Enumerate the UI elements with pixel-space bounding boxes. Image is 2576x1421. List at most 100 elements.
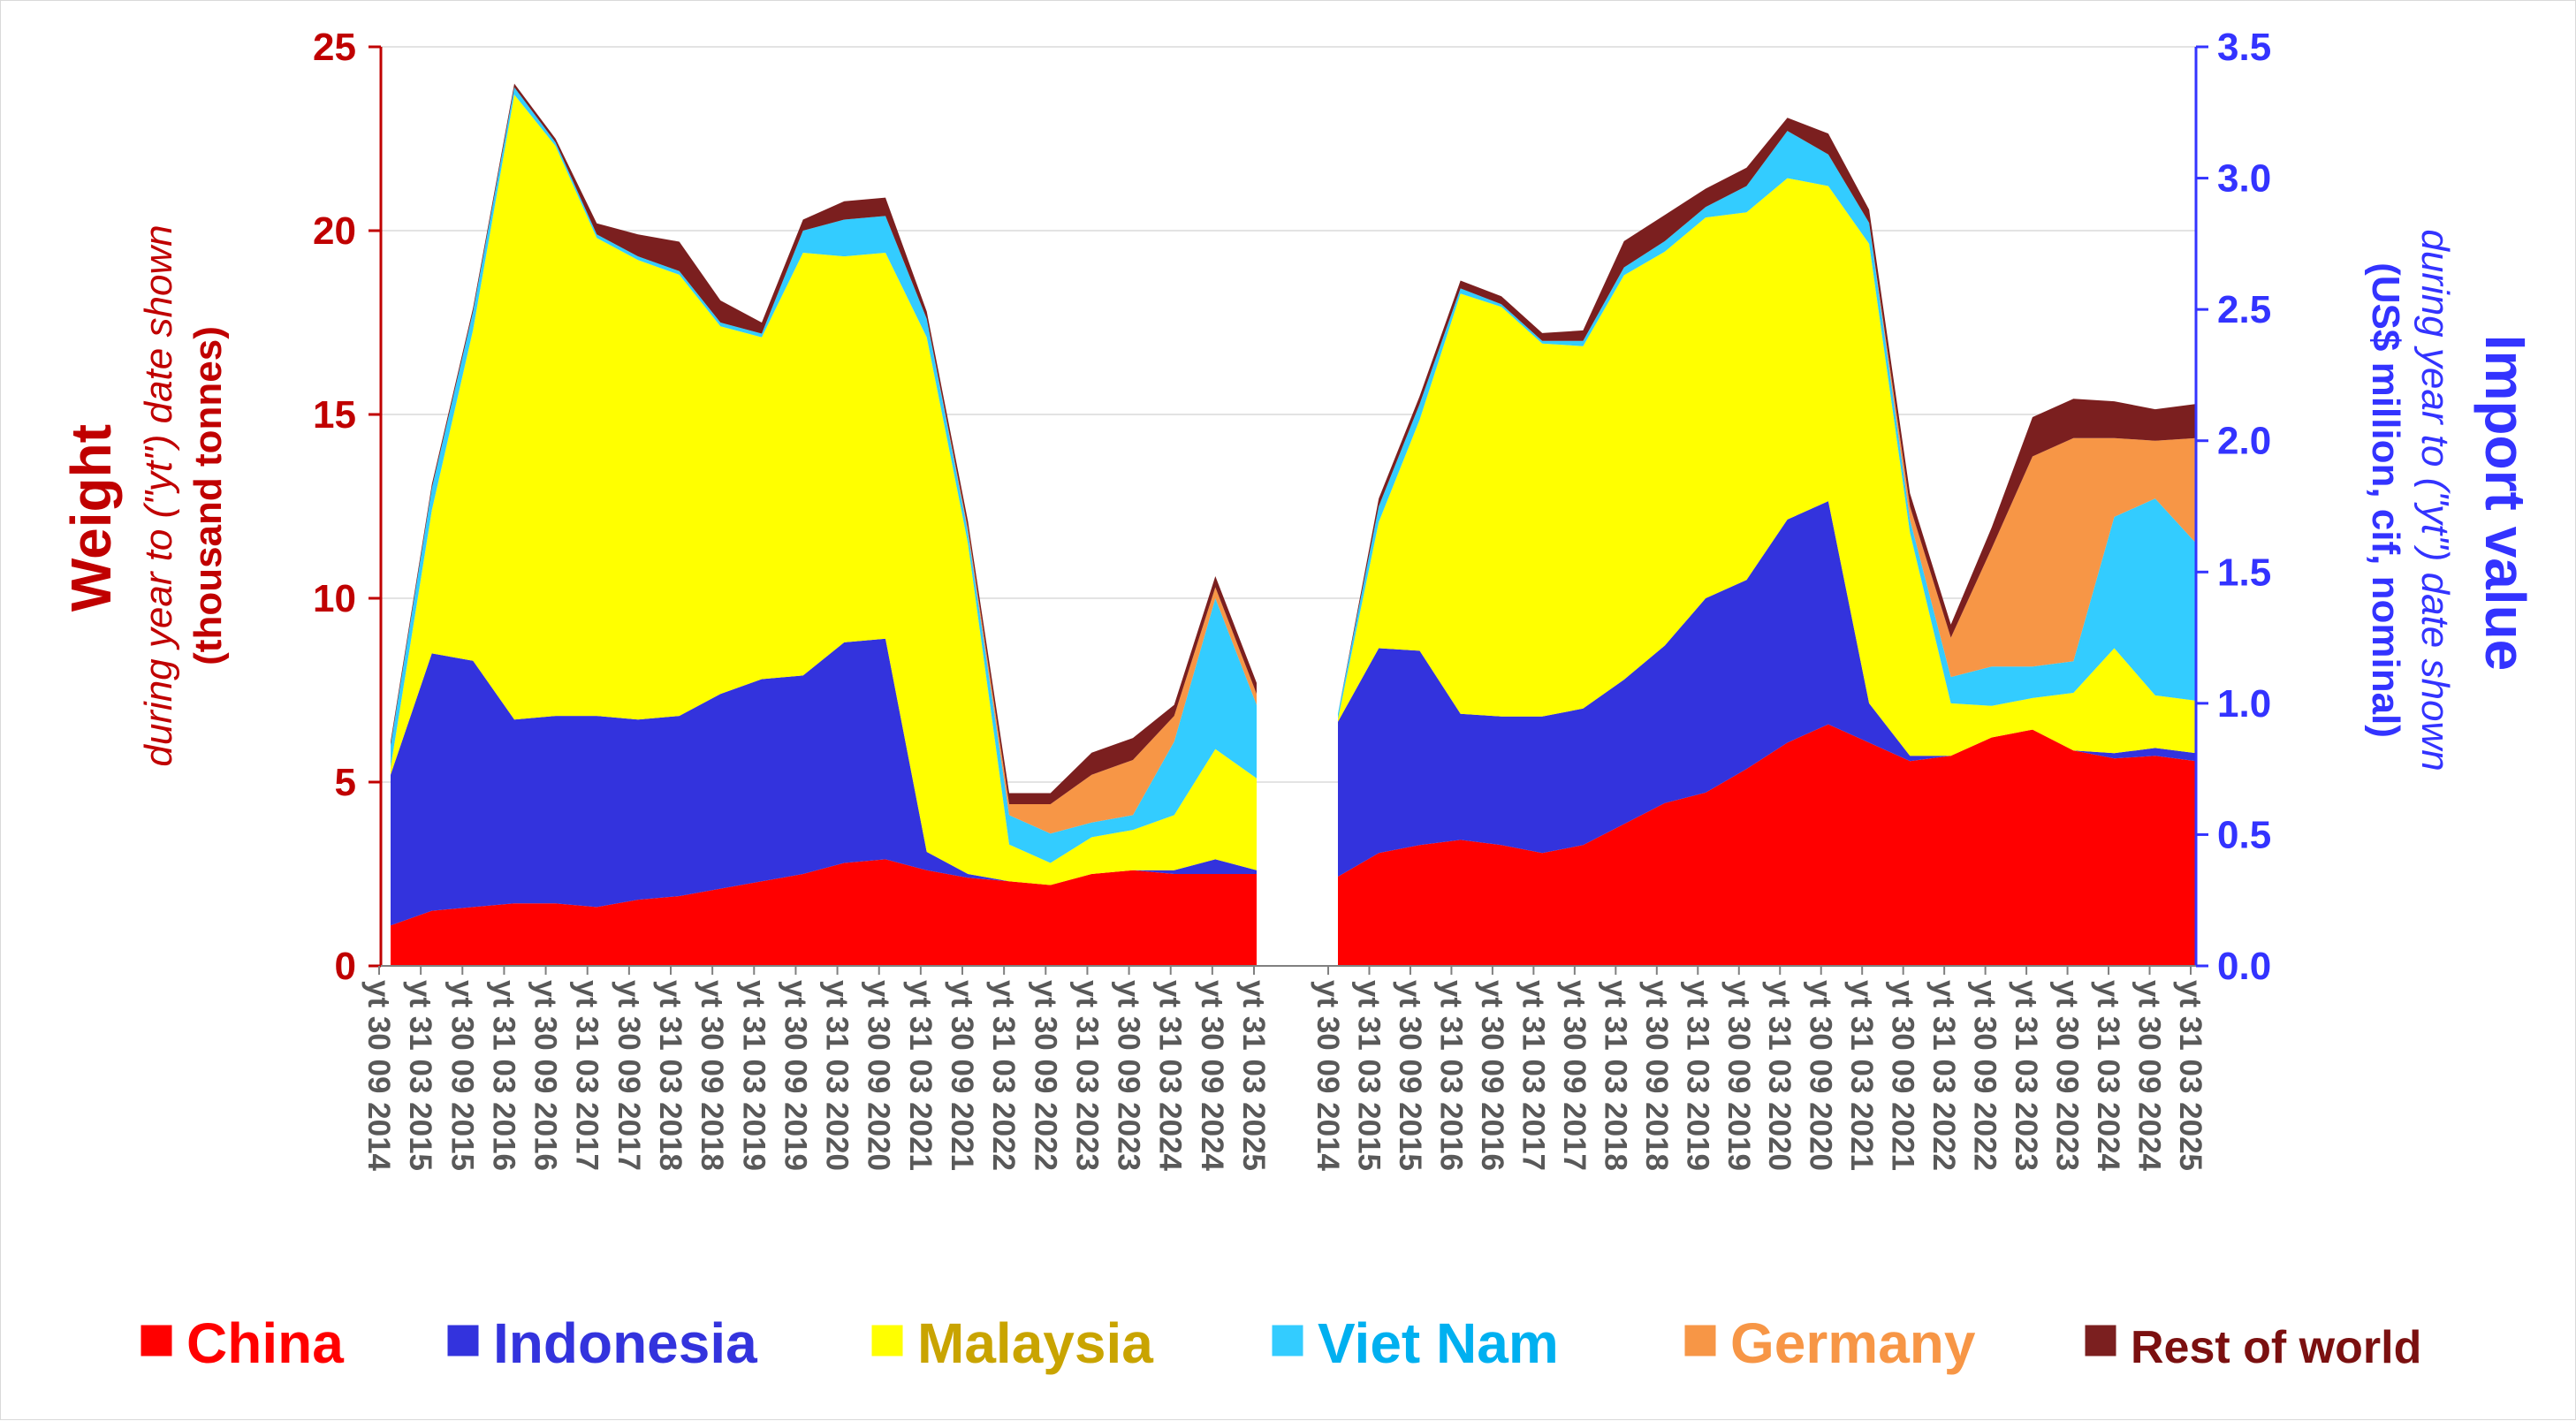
x-tick-label: yt 30 09 2017 xyxy=(1557,980,1592,1171)
x-tick-label: yt 31 03 2024 xyxy=(2091,980,2125,1172)
right-tick-label: 0.5 xyxy=(2217,813,2271,856)
left-axis-title-unit: (thousand tonnes) xyxy=(186,326,230,665)
legend-swatch-china xyxy=(140,1324,173,1357)
legend-item-viet-nam: Viet Nam xyxy=(1271,1311,1559,1375)
legend-item-rest-of-world: Rest of world xyxy=(2084,1322,2421,1373)
x-tick-label: yt 31 03 2015 xyxy=(403,980,437,1171)
x-tick-label: yt 31 03 2019 xyxy=(736,980,771,1171)
stacked-areas xyxy=(391,83,2196,966)
x-tick-label: yt 30 09 2018 xyxy=(1639,980,1674,1171)
x-tick-label: yt 30 09 2014 xyxy=(1311,980,1345,1172)
x-tick-label: yt 30 09 2014 xyxy=(361,980,396,1172)
left-axis-ticks: 0 5 10 15 20 25 xyxy=(313,26,381,988)
legend-item-china: China xyxy=(140,1311,344,1375)
x-tick-label: yt 30 09 2021 xyxy=(945,980,979,1171)
legend-label-china: China xyxy=(186,1311,344,1375)
x-tick-label: yt 31 03 2021 xyxy=(1844,980,1879,1171)
x-tick-label: yt 31 03 2019 xyxy=(1680,980,1714,1171)
x-tick-label: yt 30 09 2016 xyxy=(1475,980,1509,1171)
x-tick-label: yt 31 03 2018 xyxy=(1598,980,1632,1171)
x-tick-label: yt 31 03 2016 xyxy=(1433,980,1468,1171)
legend-swatch-viet-nam xyxy=(1271,1324,1304,1357)
x-tick-label: yt 31 03 2024 xyxy=(1153,980,1188,1172)
legend-swatch-rest-of-world xyxy=(2084,1324,2117,1357)
legend-swatch-germany xyxy=(1683,1324,1717,1357)
legend-label-germany: Germany xyxy=(1730,1311,1976,1375)
x-tick-label: yt 30 09 2019 xyxy=(1721,980,1756,1171)
x-tick-label: yt 30 09 2017 xyxy=(612,980,646,1171)
right-axis-ticks: 0.0 0.5 1.0 1.5 2.0 2.5 3.0 3.5 xyxy=(2196,26,2271,988)
x-tick-label: yt 31 03 2021 xyxy=(903,980,938,1171)
x-tick-label: yt 30 09 2022 xyxy=(1968,980,2002,1171)
legend-label-indonesia: Indonesia xyxy=(493,1311,757,1375)
right-axis-title-subtitle: during year to ("yt") date shown xyxy=(2413,229,2457,771)
right-tick-label: 1.0 xyxy=(2217,682,2271,726)
x-tick-label: yt 30 09 2015 xyxy=(1393,980,1427,1171)
left-tick-label: 10 xyxy=(313,577,356,620)
axes xyxy=(379,47,2198,967)
x-tick-label: yt 30 09 2023 xyxy=(1112,980,1146,1171)
area-china-panel-1 xyxy=(391,859,1257,966)
left-tick-label: 15 xyxy=(313,393,356,437)
legend-item-indonesia: Indonesia xyxy=(446,1311,757,1375)
left-tick-label: 20 xyxy=(313,209,356,253)
x-tick-label: yt 30 09 2021 xyxy=(1886,980,1920,1171)
right-tick-label: 2.0 xyxy=(2217,420,2271,463)
right-tick-label: 1.5 xyxy=(2217,551,2271,594)
x-tick-label: yt 30 09 2024 xyxy=(1195,980,1229,1172)
left-axis-title-main: Weight xyxy=(59,424,123,612)
legend-swatch-malaysia xyxy=(870,1324,904,1357)
x-tick-label: yt 31 03 2023 xyxy=(1069,980,1104,1171)
x-tick-label: yt 31 03 2015 xyxy=(1351,980,1386,1171)
legend-item-germany: Germany xyxy=(1683,1311,1976,1375)
x-tick-label: yt 31 03 2023 xyxy=(2009,980,2043,1171)
x-tick-label: yt 31 03 2017 xyxy=(1516,980,1550,1171)
x-tick-label: yt 31 03 2025 xyxy=(2173,980,2207,1171)
x-tick-label: yt 30 09 2016 xyxy=(528,980,563,1171)
right-axis-title: Import value during year to ("yt") date … xyxy=(2364,229,2537,771)
x-tick-label: yt 30 09 2018 xyxy=(695,980,729,1171)
area-indonesia-panel-2 xyxy=(1338,501,2196,877)
legend-label-malaysia: Malaysia xyxy=(917,1311,1153,1375)
x-tick-label: yt 30 09 2022 xyxy=(1028,980,1062,1171)
legend-swatch-indonesia xyxy=(446,1324,480,1357)
x-tick-label: yt 31 03 2017 xyxy=(570,980,604,1171)
area-malaysia-panel-2 xyxy=(1338,178,2196,756)
x-tick-label: yt 30 09 2019 xyxy=(778,980,812,1171)
x-tick-label: yt 31 03 2018 xyxy=(653,980,688,1171)
x-tick-label: yt 30 09 2023 xyxy=(2050,980,2085,1171)
left-axis-title: Weight during year to ("yt") date shown … xyxy=(59,224,230,766)
x-tick-label: yt 31 03 2020 xyxy=(1762,980,1797,1171)
x-tick-label: yt 30 09 2015 xyxy=(445,980,479,1171)
x-tick-label: yt 31 03 2022 xyxy=(1926,980,1961,1171)
area-rest-of-world-panel-2 xyxy=(1338,118,2196,714)
area-viet-nam-panel-1 xyxy=(391,87,1257,863)
left-tick-label: 25 xyxy=(313,26,356,69)
right-tick-label: 3.0 xyxy=(2217,157,2271,201)
legend: China Indonesia Malaysia Viet Nam Germany Res… xyxy=(140,1311,2421,1375)
x-tick-label: yt 31 03 2020 xyxy=(820,980,855,1171)
right-tick-label: 0.0 xyxy=(2217,945,2271,988)
right-tick-label: 2.5 xyxy=(2217,288,2271,331)
left-axis-title-subtitle: during year to ("yt") date shown xyxy=(137,224,180,766)
x-tick-label: yt 30 09 2020 xyxy=(862,980,896,1171)
x-tick-label: yt 30 09 2024 xyxy=(2132,980,2167,1172)
area-china-panel-2 xyxy=(1338,724,2196,966)
legend-item-malaysia: Malaysia xyxy=(870,1311,1153,1375)
x-tick-label: yt 30 09 2020 xyxy=(1804,980,1838,1171)
area-malaysia-panel-1 xyxy=(391,95,1257,885)
right-tick-label: 3.5 xyxy=(2217,26,2271,69)
x-tick-label: yt 31 03 2016 xyxy=(486,980,521,1171)
right-axis-title-main: Import value xyxy=(2473,335,2537,672)
left-tick-label: 5 xyxy=(335,761,356,804)
x-tick-label: yt 31 03 2025 xyxy=(1236,980,1271,1171)
x-axis-ticks: yt 30 09 2014 yt 31 03 2015 yt 30 09 2015 y… xyxy=(361,966,2207,1172)
left-tick-label: 0 xyxy=(335,945,356,988)
area-indonesia-panel-1 xyxy=(391,638,1257,926)
legend-label-rest-of-world: Rest of world xyxy=(2131,1322,2421,1373)
right-axis-title-unit: (US$ million, cif, nominal) xyxy=(2364,262,2407,738)
x-tick-label: yt 31 03 2022 xyxy=(986,980,1021,1171)
legend-label-viet-nam: Viet Nam xyxy=(1318,1311,1559,1375)
